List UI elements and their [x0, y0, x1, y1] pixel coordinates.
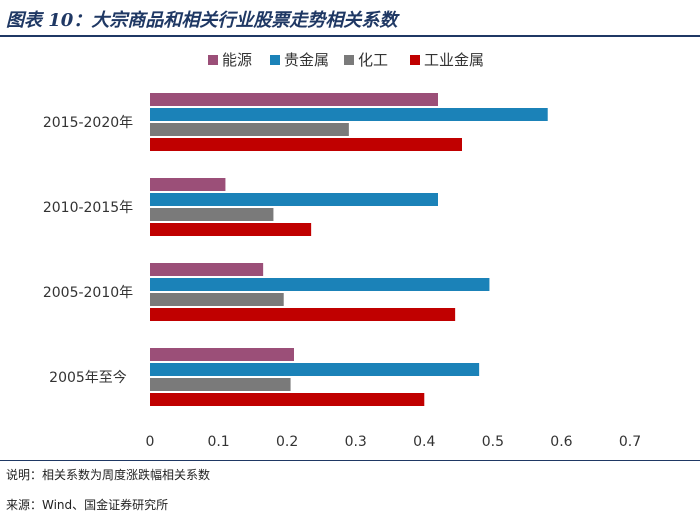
bar — [150, 263, 264, 276]
legend-swatch — [208, 55, 218, 65]
x-tick-label: 0.6 — [550, 434, 572, 450]
bar — [150, 193, 438, 206]
x-tick-label: 0.1 — [207, 434, 229, 450]
bar — [150, 393, 425, 406]
x-tick-label: 0.2 — [276, 434, 298, 450]
chart-title: 图表 10：大宗商品和相关行业股票走势相关系数 — [6, 10, 398, 31]
legend-label: 能源 — [222, 51, 252, 69]
x-tick-label: 0.7 — [619, 434, 641, 450]
bar — [150, 208, 274, 221]
legend-swatch — [270, 55, 280, 65]
legend-label: 化工 — [358, 51, 388, 69]
source-note: 来源：Wind、国金证券研究所 — [6, 498, 169, 512]
legend-swatch — [344, 55, 354, 65]
x-tick-label: 0 — [146, 434, 155, 450]
x-tick-label: 0.5 — [482, 434, 504, 450]
x-tick-label: 0.4 — [413, 434, 435, 450]
category-label: 2005年至今 — [49, 370, 127, 386]
bar — [150, 278, 490, 291]
bar — [150, 138, 462, 151]
title-divider — [0, 35, 700, 37]
legend-label: 工业金属 — [424, 51, 484, 69]
bar — [150, 363, 480, 376]
bar — [150, 308, 456, 321]
chart-area: 能源 贵金属 化工 工业金属 2015-2020年 2010-2015年 2005-2010… — [0, 38, 700, 460]
legend-swatch — [410, 55, 420, 65]
bar-chart: 能源 贵金属 化工 工业金属 2015-2020年 2010-2015年 2005-2010… — [43, 51, 641, 450]
category-label: 2005-2010年 — [43, 285, 133, 301]
legend-label: 贵金属 — [284, 51, 329, 69]
bar — [150, 293, 284, 306]
bar — [150, 348, 294, 361]
bar — [150, 108, 548, 121]
bar — [150, 123, 349, 136]
bar — [150, 223, 312, 236]
title-bar: 图表 10：大宗商品和相关行业股票走势相关系数 — [0, 0, 700, 37]
footer-divider — [0, 460, 700, 461]
bar — [150, 378, 291, 391]
category-label: 2015-2020年 — [43, 115, 133, 131]
category-label: 2010-2015年 — [43, 200, 133, 216]
bar — [150, 178, 226, 191]
bar — [150, 93, 438, 106]
chart-note: 说明：相关系数为周度涨跌幅相关系数 — [6, 468, 211, 482]
x-tick-label: 0.3 — [345, 434, 367, 450]
